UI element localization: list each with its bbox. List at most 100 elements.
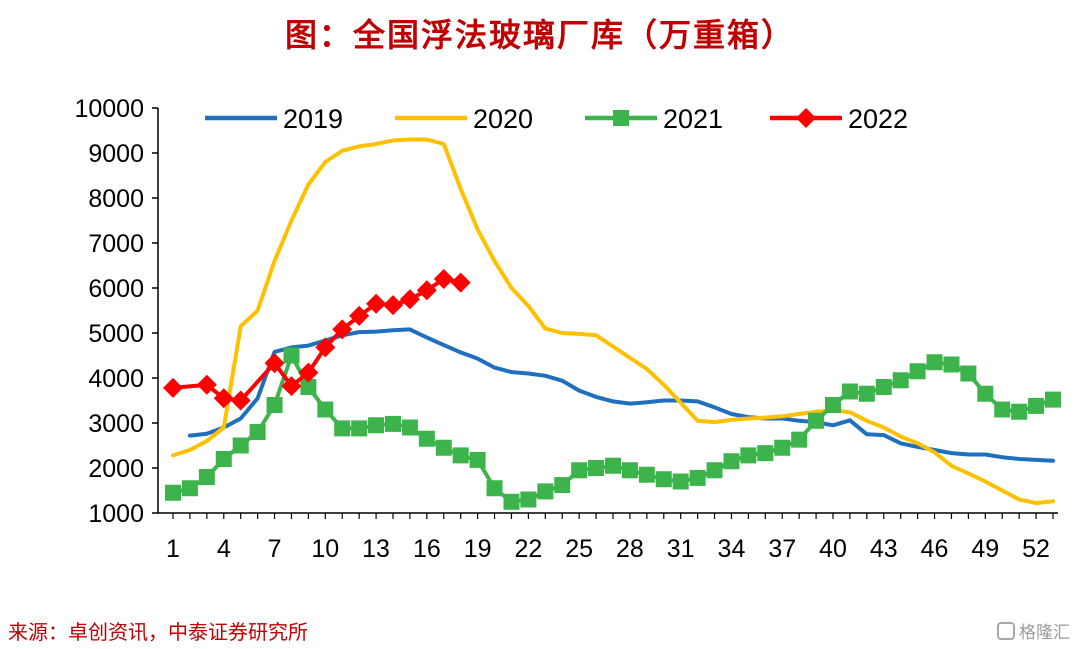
data-point-2021 xyxy=(537,483,554,500)
data-point-2021 xyxy=(740,447,757,464)
data-point-2021 xyxy=(249,424,266,440)
data-point-2021 xyxy=(181,480,198,497)
series-2022 xyxy=(163,269,471,411)
x-tick-label: 37 xyxy=(768,535,796,563)
y-tick-label: 1000 xyxy=(88,500,144,528)
data-point-2021 xyxy=(215,451,232,467)
data-point-2021 xyxy=(486,480,503,497)
series-layer xyxy=(163,137,1061,510)
data-point-2022 xyxy=(399,289,420,310)
data-point-2021 xyxy=(1028,397,1045,414)
data-point-2022 xyxy=(230,390,251,411)
data-point-2022 xyxy=(450,272,471,293)
legend-label-2022: 2022 xyxy=(848,104,908,134)
x-tick-label: 4 xyxy=(217,535,231,563)
data-point-2021 xyxy=(858,385,875,402)
chart-legend: 2019 2020 2021 2022 xyxy=(205,104,908,134)
data-point-2021 xyxy=(165,484,181,501)
x-tick-label: 40 xyxy=(819,535,847,563)
data-point-2021 xyxy=(841,383,858,400)
data-point-2021 xyxy=(808,412,825,429)
legend-label-2020: 2020 xyxy=(473,104,533,134)
data-point-2022 xyxy=(366,293,387,314)
data-point-2021 xyxy=(791,431,808,448)
x-tick-label: 13 xyxy=(362,535,390,563)
x-tick-label: 34 xyxy=(718,535,746,563)
y-tick-label: 4000 xyxy=(88,365,144,393)
data-point-2021 xyxy=(621,462,638,479)
data-point-2021 xyxy=(300,379,317,395)
series-2020 xyxy=(171,137,1055,506)
x-tick-label: 22 xyxy=(514,535,542,563)
legend-label-2021: 2021 xyxy=(663,104,723,134)
legend-item-2022: 2022 xyxy=(770,104,908,134)
x-tick-label: 7 xyxy=(268,535,282,563)
data-point-2021 xyxy=(452,447,469,464)
data-point-2021 xyxy=(774,439,791,456)
data-point-2021 xyxy=(232,437,249,454)
data-point-2021 xyxy=(706,462,723,479)
data-point-2022 xyxy=(264,353,285,374)
x-tick-label: 28 xyxy=(616,535,644,563)
legend-marker-2021 xyxy=(613,110,629,126)
data-point-2022 xyxy=(433,269,454,289)
data-point-2021 xyxy=(368,417,385,434)
data-point-2021 xyxy=(520,491,537,508)
x-tick-label: 10 xyxy=(311,535,339,563)
series-line-2020 xyxy=(171,137,1055,506)
series-2021 xyxy=(165,347,1061,510)
data-point-2021 xyxy=(418,430,435,447)
data-point-2021 xyxy=(503,493,520,510)
data-point-2021 xyxy=(198,469,215,485)
y-tick-label: 10000 xyxy=(74,95,144,123)
data-point-2021 xyxy=(571,462,588,479)
data-point-2021 xyxy=(266,397,283,413)
data-point-2022 xyxy=(315,337,336,358)
watermark: 格隆汇 xyxy=(997,618,1070,643)
x-tick-label: 31 xyxy=(667,535,695,563)
data-point-2021 xyxy=(892,372,909,389)
data-point-2021 xyxy=(757,445,774,462)
data-point-2021 xyxy=(401,419,418,436)
data-point-2021 xyxy=(435,439,452,456)
data-point-2021 xyxy=(317,401,334,418)
data-point-2021 xyxy=(672,473,689,490)
data-point-2021 xyxy=(875,379,892,395)
data-point-2021 xyxy=(977,385,994,402)
data-point-2022 xyxy=(196,374,217,395)
watermark-logo-icon xyxy=(997,621,1015,640)
y-tick-label: 5000 xyxy=(88,320,144,348)
x-tick-label: 25 xyxy=(565,535,593,563)
data-point-2022 xyxy=(281,376,302,397)
legend-item-2020: 2020 xyxy=(395,104,533,134)
data-point-2021 xyxy=(554,477,571,494)
chart-axes: 1000 2000 3000 4000 5000 6000 7000 8000 9000 1000… xyxy=(74,95,1058,563)
legend-item-2021: 2021 xyxy=(585,104,723,134)
data-point-2021 xyxy=(1011,403,1028,420)
x-tick-label: 1 xyxy=(166,535,180,563)
y-tick-label: 3000 xyxy=(88,410,144,438)
data-point-2021 xyxy=(926,354,943,371)
data-point-2022 xyxy=(416,280,437,301)
legend-item-2019: 2019 xyxy=(205,104,343,134)
data-point-2021 xyxy=(655,471,672,488)
data-point-2021 xyxy=(638,466,655,483)
data-point-2022 xyxy=(163,377,183,398)
data-point-2022 xyxy=(332,319,353,340)
y-tick-label: 7000 xyxy=(88,230,144,258)
data-point-2021 xyxy=(385,415,401,432)
data-point-2021 xyxy=(825,397,841,413)
x-tick-label: 52 xyxy=(1022,535,1050,563)
data-point-2021 xyxy=(334,420,351,437)
source-note: 来源：卓创资讯，中泰证券研究所 xyxy=(8,620,308,644)
y-tick-label: 6000 xyxy=(88,275,144,303)
data-point-2021 xyxy=(943,356,960,373)
x-tick-label: 19 xyxy=(464,535,492,563)
data-point-2021 xyxy=(960,365,977,382)
y-tick-label: 2000 xyxy=(88,455,144,483)
legend-label-2019: 2019 xyxy=(283,104,343,134)
data-point-2021 xyxy=(994,401,1011,418)
legend-marker-2022 xyxy=(796,108,816,128)
data-point-2021 xyxy=(351,420,368,437)
